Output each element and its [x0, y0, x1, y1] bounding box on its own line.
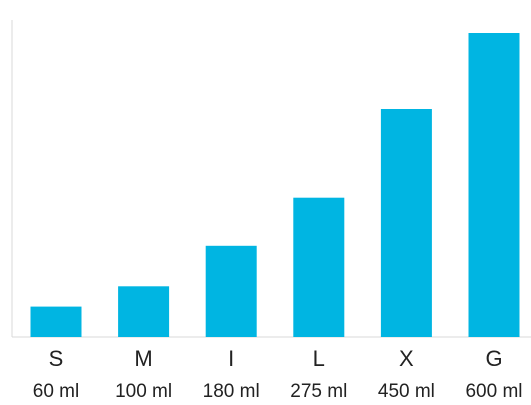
- category-label-m: M: [134, 346, 152, 371]
- category-label-i: I: [228, 346, 234, 371]
- bar-l: [293, 197, 345, 337]
- category-label-s: S: [49, 346, 64, 371]
- bar-i: [205, 245, 257, 337]
- volume-label-l: 275 ml: [290, 381, 347, 402]
- volume-label-m: 100 ml: [115, 381, 172, 402]
- volume-label-g: 600 ml: [465, 381, 522, 402]
- bars-group: [30, 33, 520, 337]
- volume-label-s: 60 ml: [33, 381, 79, 402]
- bar-s: [30, 306, 82, 337]
- bar-g: [468, 33, 520, 337]
- volume-label-i: 180 ml: [203, 381, 260, 402]
- category-label-g: G: [485, 346, 502, 371]
- category-label-x: X: [399, 346, 414, 371]
- volume-labels-group: 60 ml 100 ml 180 ml 275 ml 450 ml 600 ml: [33, 381, 523, 402]
- volume-label-x: 450 ml: [378, 381, 435, 402]
- category-label-l: L: [313, 346, 325, 371]
- bar-m: [118, 286, 170, 337]
- bar-x: [380, 109, 432, 337]
